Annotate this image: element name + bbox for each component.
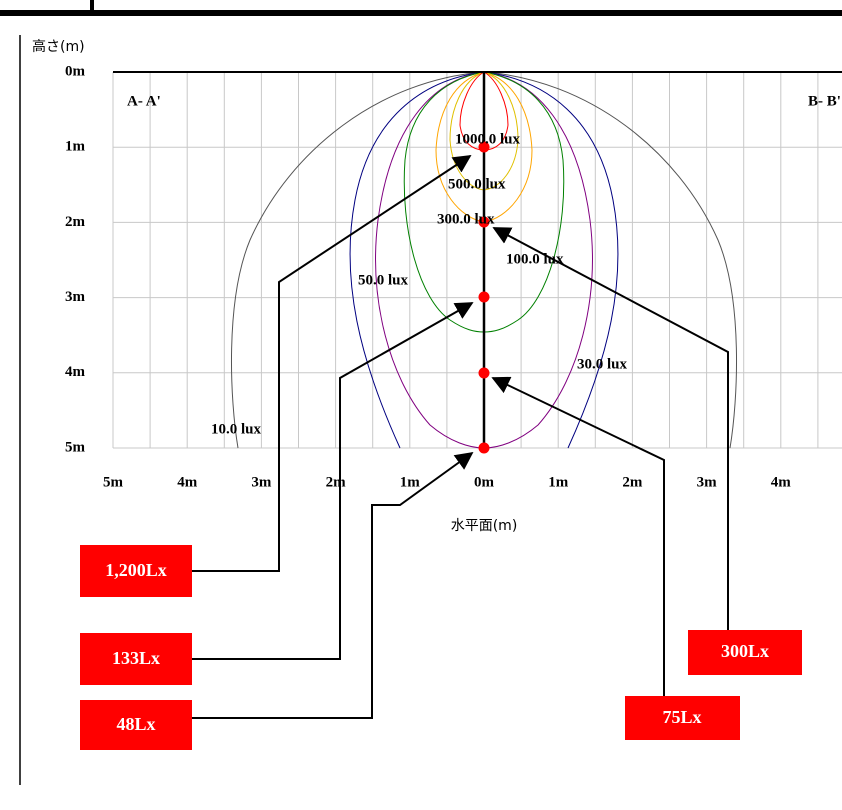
- callout-label: 133Lx: [112, 648, 160, 668]
- callout-box: [80, 545, 192, 597]
- callout-box: [625, 696, 740, 740]
- callout-box: [80, 700, 192, 750]
- callout-label: 48Lx: [116, 714, 155, 734]
- point: [478, 367, 490, 379]
- point: [478, 141, 490, 153]
- point: [478, 216, 490, 228]
- y-axis-title: 高さ(m): [32, 38, 85, 55]
- contour-label: 1000.0 lux: [455, 131, 521, 147]
- callout-label: 300Lx: [721, 641, 769, 661]
- point: [478, 291, 490, 303]
- y-tick-label: 4m: [65, 364, 86, 380]
- x-tick-label: 4m: [771, 474, 792, 490]
- contour-label: 500.0 lux: [448, 176, 506, 192]
- x-tick-label: 1m: [548, 474, 569, 490]
- y-tick-label: 5m: [65, 439, 86, 455]
- callout-label: 1,200Lx: [105, 560, 167, 580]
- x-tick-label: 0m: [474, 474, 495, 490]
- y-tick-label: 0m: [65, 63, 86, 79]
- x-tick-label: 2m: [622, 474, 643, 490]
- x-axis-title: 水平面(m): [451, 518, 518, 534]
- contour-label: 30.0 lux: [577, 356, 628, 372]
- leaders: [192, 155, 729, 719]
- contour-label: 10.0 lux: [211, 421, 262, 437]
- y-tick-label: 3m: [65, 289, 86, 305]
- points: [478, 141, 490, 454]
- contour-label: 50.0 lux: [358, 272, 409, 288]
- y-tick-label: 1m: [65, 139, 86, 155]
- x-tick-label: 3m: [251, 474, 272, 490]
- x-tick-label: 3m: [697, 474, 718, 490]
- header-divider: [90, 0, 94, 14]
- callout-box: [688, 630, 802, 675]
- x-tick-label: 1m: [400, 474, 421, 490]
- contour-label: 100.0 lux: [506, 251, 564, 267]
- contour-label: 300.0 lux: [437, 211, 495, 227]
- grid: [112, 72, 842, 449]
- section-label: B- B': [808, 93, 841, 109]
- x-tick-label: 4m: [177, 474, 198, 490]
- y-tick-label: 2m: [65, 214, 86, 230]
- section-label: A- A': [127, 93, 161, 109]
- x-tick-label: 2m: [326, 474, 347, 490]
- point: [478, 442, 490, 454]
- ticks: 0m1m2m3m4m5m5m4m3m2m1m0m1m2m3m4m5m: [65, 63, 792, 490]
- callout-box: [80, 633, 192, 685]
- callout-label: 75Lx: [662, 707, 701, 727]
- header-bar: [0, 10, 842, 16]
- x-tick-label: 5m: [103, 474, 124, 490]
- callouts: 1,200Lx 133Lx 48Lx 75Lx 300Lx: [80, 545, 802, 750]
